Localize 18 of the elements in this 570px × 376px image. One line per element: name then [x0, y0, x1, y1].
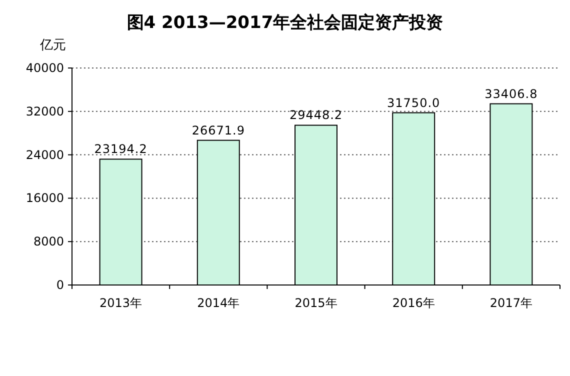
data-label: 31750.0	[387, 96, 440, 110]
y-tick-label: 32000	[26, 104, 64, 118]
y-tick-label: 16000	[26, 191, 64, 206]
y-tick-label: 0	[56, 278, 64, 292]
x-tick-label: 2016年	[392, 296, 435, 310]
data-label: 33406.8	[484, 86, 538, 101]
x-tick-label: 2017年	[490, 296, 532, 310]
x-tick-label: 2013年	[100, 296, 142, 310]
chart-title: 图4 2013—2017年全社会固定资产投资	[126, 13, 444, 33]
x-tick-label: 2014年	[197, 296, 240, 310]
y-axis-title: 亿元	[39, 38, 66, 53]
data-label: 23194.2	[94, 142, 148, 156]
y-tick-label: 24000	[26, 148, 64, 162]
data-label: 29448.2	[289, 108, 343, 122]
y-tick-label: 8000	[33, 234, 64, 249]
y-tick-label: 40000	[26, 61, 64, 75]
x-tick-label: 2015年	[294, 296, 338, 310]
data-label: 26671.9	[192, 123, 245, 138]
